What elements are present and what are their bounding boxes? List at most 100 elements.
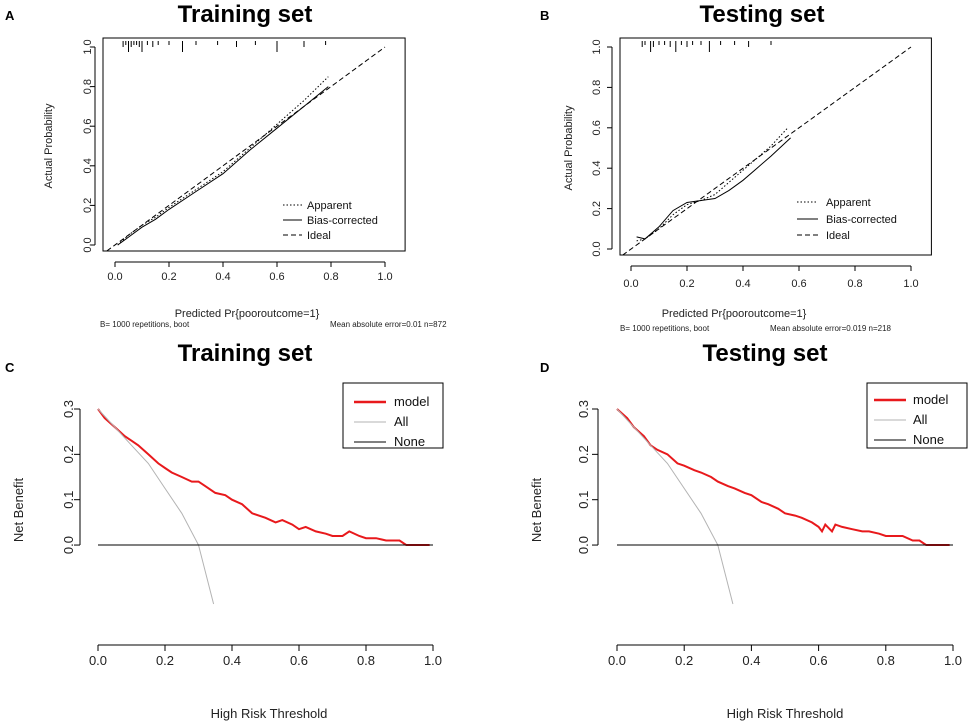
x-axis: 0.0 0.2 0.4 0.6 0.8 1.0 [89, 644, 442, 668]
legend: model All None [866, 382, 968, 449]
legend-label: model [913, 392, 949, 407]
series-ideal [106, 46, 386, 252]
y-tick-label: 0.2 [591, 201, 603, 216]
panel-letter: B [540, 8, 549, 23]
chart-title: Training set [178, 340, 313, 367]
y-axis: 0.0 0.1 0.2 0.3 [61, 400, 81, 554]
y-tick-label: 0.6 [82, 119, 94, 134]
x-tick-label: 1.0 [903, 278, 918, 290]
x-tick-label: 0.0 [107, 271, 122, 283]
footer-left: B= 1000 repetitions, boot [620, 324, 710, 333]
legend-box [342, 382, 444, 449]
plot-frame [102, 37, 406, 252]
y-axis-label: Net Benefit [529, 477, 544, 542]
legend: Apparent Bias-corrected Ideal [283, 200, 378, 242]
y-tick-label: 0.8 [82, 79, 94, 94]
y-tick-label: 1.0 [82, 39, 94, 54]
x-tick-label: 0.8 [847, 278, 862, 290]
rug [122, 41, 327, 52]
y-tick-label: 0.2 [82, 198, 94, 213]
x-tick-label: 0.4 [223, 653, 241, 668]
x-tick-label: 0.6 [290, 653, 308, 668]
legend-label: Ideal [307, 230, 331, 242]
y-tick-label: 0.0 [591, 241, 603, 256]
y-axis-label: Actual Probability [43, 103, 55, 188]
x-axis-label: High Risk Threshold [727, 706, 844, 721]
panel-D: D Testing set 0.0 0.2 0.4 0.6 0.8 1.00.0 0.1 0.2 0… [529, 340, 968, 721]
series-model [97, 408, 430, 546]
y-tick-label: 0.4 [591, 161, 603, 176]
y-tick-label: 0.4 [82, 158, 94, 173]
legend-label: All [913, 412, 928, 427]
y-tick-label: 0.2 [61, 445, 76, 463]
legend: Apparent Bias-corrected Ideal [797, 197, 897, 242]
x-tick-label: 0.2 [675, 653, 693, 668]
y-axis: 0.0 0.1 0.2 0.3 [576, 400, 599, 554]
footer-right: Mean absolute error=0.01 n=872 [330, 320, 447, 329]
x-axis-label: Predicted Pr{pooroutcome=1} [662, 308, 807, 320]
legend-label: model [394, 394, 430, 409]
x-tick-label: 0.8 [877, 653, 895, 668]
series-all [97, 408, 215, 605]
chart-title: Testing set [700, 1, 825, 28]
legend-label: None [913, 432, 944, 447]
y-tick-label: 0.8 [591, 80, 603, 95]
y-tick-label: 0.3 [576, 400, 591, 418]
legend-label: Apparent [826, 197, 871, 209]
y-axis-label: Actual Probability [563, 105, 575, 190]
legend-label: Bias-corrected [826, 214, 897, 226]
x-tick-label: 0.0 [89, 653, 107, 668]
series-all [616, 408, 734, 605]
footer-right: Mean absolute error=0.019 n=218 [770, 324, 892, 333]
x-tick-label: 0.6 [810, 653, 828, 668]
x-tick-label: 0.8 [323, 271, 338, 283]
x-tick-label: 0.0 [608, 653, 626, 668]
x-tick-label: 0.6 [791, 278, 806, 290]
y-tick-label: 0.6 [591, 120, 603, 135]
chart-title: Testing set [703, 340, 828, 367]
x-tick-label: 0.6 [269, 271, 284, 283]
x-tick-label: 1.0 [944, 653, 962, 668]
y-axis: 0.0 0.2 0.4 0.6 0.8 1.0 [591, 39, 613, 257]
y-tick-label: 0.0 [61, 536, 76, 554]
x-tick-label: 0.4 [742, 653, 760, 668]
panel-A: A Training set 0.0 0.2 0.4 0.6 0.8 1.0 0.0 0.2 0.4… [5, 1, 447, 329]
rug [641, 41, 772, 52]
series-model [616, 408, 950, 546]
legend-label: Bias-corrected [307, 215, 378, 227]
x-tick-label: 1.0 [424, 653, 442, 668]
y-axis: 0.0 0.2 0.4 0.6 0.8 1.0 [82, 39, 96, 253]
legend: model All None [342, 382, 444, 449]
x-axis: 0.0 0.2 0.4 0.6 0.8 1.0 [623, 265, 919, 290]
y-tick-label: 0.3 [61, 400, 76, 418]
x-axis: 0.0 0.2 0.4 0.6 0.8 1.0 [608, 644, 962, 668]
x-tick-label: 0.2 [156, 653, 174, 668]
x-axis: 0.0 0.2 0.4 0.6 0.8 1.0 [107, 261, 393, 283]
y-tick-label: 0.1 [576, 491, 591, 509]
y-tick-label: 0.2 [576, 445, 591, 463]
chart-title: Training set [178, 1, 313, 28]
x-tick-label: 0.2 [679, 278, 694, 290]
legend-label: Apparent [307, 200, 352, 212]
series-ideal [622, 46, 912, 256]
panel-letter: C [5, 360, 15, 375]
legend-label: All [394, 414, 409, 429]
x-tick-label: 0.0 [623, 278, 638, 290]
x-tick-label: 0.4 [215, 271, 230, 283]
y-axis-label: Net Benefit [11, 477, 26, 542]
x-axis-label: High Risk Threshold [211, 706, 328, 721]
panel-C: C Training set 0.0 0.2 0.4 0.6 0.8 1.0 0.0 0.1 0.2… [5, 340, 444, 721]
plot-frame [619, 37, 932, 256]
x-tick-label: 1.0 [377, 271, 392, 283]
x-tick-label: 0.2 [161, 271, 176, 283]
series-apparent [636, 127, 789, 242]
panel-letter: D [540, 360, 549, 375]
x-tick-label: 0.8 [357, 653, 375, 668]
legend-label: Ideal [826, 230, 850, 242]
x-tick-label: 0.4 [735, 278, 750, 290]
y-tick-label: 0.0 [82, 237, 94, 252]
legend-box [866, 382, 968, 449]
legend-label: None [394, 434, 425, 449]
